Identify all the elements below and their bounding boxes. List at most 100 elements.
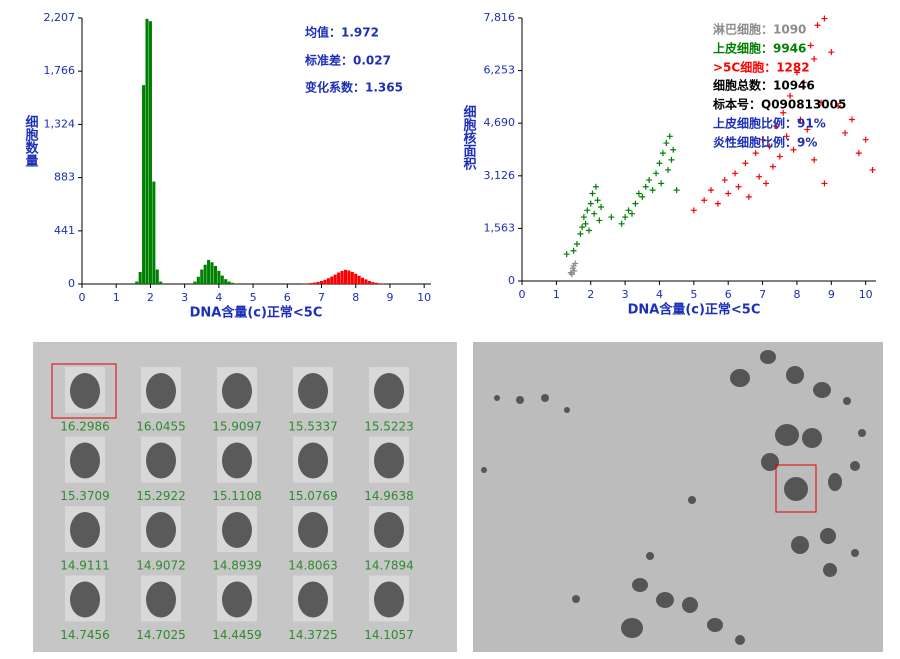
x-tick-label: 10 bbox=[859, 288, 873, 301]
bar bbox=[231, 282, 235, 284]
x-tick-label: 8 bbox=[793, 288, 800, 301]
bar bbox=[319, 280, 324, 284]
x-tick-label: 5 bbox=[250, 291, 257, 304]
x-tick-label: 3 bbox=[622, 288, 629, 301]
nucleus bbox=[222, 581, 252, 618]
point bbox=[635, 190, 642, 197]
nucleus bbox=[298, 581, 328, 618]
bar bbox=[213, 265, 217, 284]
cell-thumbnail bbox=[369, 506, 409, 552]
point bbox=[579, 224, 586, 231]
cell-score: 16.0455 bbox=[136, 420, 186, 434]
cell-score: 15.2922 bbox=[136, 489, 186, 503]
cell-thumbnail bbox=[293, 575, 333, 622]
point bbox=[804, 126, 811, 133]
bar bbox=[347, 270, 351, 284]
nucleus bbox=[374, 442, 404, 479]
annotation: 均值：1.972 bbox=[305, 25, 379, 40]
bar bbox=[340, 270, 344, 284]
bar bbox=[367, 280, 371, 284]
x-tick-label: 0 bbox=[79, 291, 86, 304]
cell-score: 15.5337 bbox=[288, 420, 338, 434]
point bbox=[658, 180, 665, 187]
point bbox=[594, 197, 601, 204]
point bbox=[821, 15, 828, 22]
point bbox=[842, 129, 849, 136]
cell-score: 15.3709 bbox=[60, 489, 110, 503]
annotation: 标准差：0.027 bbox=[304, 53, 391, 68]
point bbox=[570, 262, 577, 269]
point bbox=[690, 207, 697, 214]
nucleus bbox=[70, 512, 100, 548]
point bbox=[608, 214, 615, 221]
bar bbox=[203, 264, 207, 284]
point bbox=[580, 214, 587, 221]
nucleus bbox=[146, 512, 176, 548]
cell-score: 14.9638 bbox=[364, 489, 414, 503]
x-tick-label: 0 bbox=[519, 288, 526, 301]
point bbox=[773, 123, 780, 130]
point bbox=[571, 267, 578, 274]
y-tick-label: 0 bbox=[508, 274, 515, 287]
point bbox=[586, 227, 593, 234]
x-tick-label: 7 bbox=[759, 288, 766, 301]
x-tick-label: 9 bbox=[828, 288, 835, 301]
cell-score: 14.8939 bbox=[212, 559, 262, 573]
annotation: 细胞总数：10946 bbox=[713, 78, 815, 93]
point bbox=[701, 197, 708, 204]
cell-thumbnail bbox=[217, 367, 257, 413]
cell-score: 14.7456 bbox=[60, 628, 110, 642]
bar bbox=[316, 281, 320, 284]
point bbox=[596, 217, 603, 224]
x-tick-label: 10 bbox=[417, 291, 431, 304]
y-tick-label: 1,563 bbox=[484, 221, 516, 234]
nucleus bbox=[222, 512, 252, 548]
point bbox=[584, 207, 591, 214]
bar bbox=[330, 276, 334, 284]
cell-thumbnail bbox=[217, 575, 257, 622]
bar bbox=[357, 275, 361, 284]
point bbox=[625, 207, 632, 214]
bar bbox=[374, 282, 378, 284]
point bbox=[759, 136, 766, 143]
cell-thumbnail bbox=[293, 506, 333, 552]
x-tick-label: 1 bbox=[553, 288, 560, 301]
point bbox=[814, 22, 821, 29]
cell-score: 14.1057 bbox=[364, 628, 414, 642]
point bbox=[646, 177, 653, 184]
bar bbox=[343, 269, 348, 284]
x-tick-label: 4 bbox=[215, 291, 222, 304]
nucleus bbox=[374, 581, 404, 618]
point bbox=[649, 187, 656, 194]
bar bbox=[159, 281, 163, 284]
bar bbox=[200, 269, 204, 284]
nucleus bbox=[374, 512, 404, 548]
point bbox=[735, 183, 742, 190]
y-tick-label: 0 bbox=[68, 277, 75, 290]
y-tick-label: 4,690 bbox=[484, 116, 516, 129]
annotation: 标本号：Q090813005 bbox=[712, 97, 846, 112]
bar bbox=[354, 273, 358, 284]
cell-thumbnail bbox=[65, 506, 105, 552]
point bbox=[598, 203, 605, 210]
nucleus bbox=[298, 512, 328, 548]
cell-score: 15.5223 bbox=[364, 420, 414, 434]
x-tick-label: 6 bbox=[725, 288, 732, 301]
point bbox=[783, 133, 790, 140]
bar bbox=[135, 281, 139, 284]
point bbox=[776, 153, 783, 160]
point bbox=[673, 187, 680, 194]
cell-score: 15.1108 bbox=[212, 489, 262, 503]
point bbox=[708, 187, 715, 194]
bar bbox=[145, 18, 149, 284]
point bbox=[732, 170, 739, 177]
nucleus bbox=[298, 442, 328, 479]
point bbox=[745, 193, 752, 200]
bar bbox=[306, 283, 310, 284]
bar bbox=[350, 271, 354, 284]
bar bbox=[148, 21, 152, 285]
cell-thumbnail bbox=[217, 506, 257, 552]
point bbox=[666, 133, 673, 140]
point bbox=[587, 200, 594, 207]
